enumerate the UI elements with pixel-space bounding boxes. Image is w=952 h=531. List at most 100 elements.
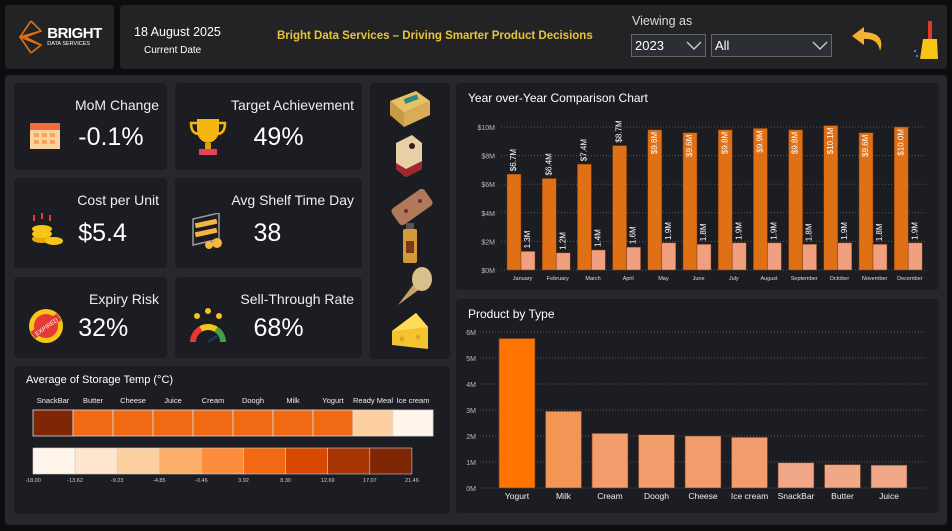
kpi-label: Avg Shelf Time Day: [231, 192, 354, 208]
page-title: Bright Data Services – Driving Smarter P…: [277, 30, 593, 42]
y-tick-label: 2M: [466, 434, 476, 441]
y-tick-label: $8M: [481, 154, 495, 161]
butter-box-icon: [390, 91, 430, 127]
x-tick-label: March: [585, 276, 600, 282]
snackbar-icon: [391, 188, 433, 226]
heatmap-cell[interactable]: [152, 409, 194, 437]
bar-cheese[interactable]: [684, 435, 722, 489]
bar-current[interactable]: [823, 125, 839, 271]
heatmap-cell[interactable]: [312, 409, 354, 437]
filter-select[interactable]: All: [711, 34, 832, 57]
kpi-card-cost-per-unit: Cost per Unit $5.4: [14, 178, 167, 268]
data-label: 1.9M: [840, 222, 849, 240]
product-by-type-panel: Product by Type 0M 1M 2M 3M 4M 5M 6M Yogurt Milk…: [456, 299, 939, 513]
bar-prior[interactable]: [767, 242, 782, 271]
broom-icon[interactable]: [910, 19, 940, 63]
bar-butter[interactable]: [824, 464, 861, 489]
shelf-icon: [192, 213, 222, 249]
y-tick-label: $4M: [481, 211, 495, 218]
bar-current[interactable]: [612, 145, 627, 271]
kpi-label: Expiry Risk: [88, 291, 159, 307]
heatmap-cell[interactable]: [192, 409, 234, 437]
x-tick-label: February: [547, 276, 569, 282]
bar-current[interactable]: [682, 132, 698, 271]
heatmap-legend-tick: 8.30: [280, 478, 291, 484]
data-label: $9.8M: [650, 132, 659, 155]
bar-current[interactable]: [858, 132, 874, 271]
bar-prior[interactable]: [520, 251, 536, 271]
undo-arrow-icon[interactable]: [850, 23, 890, 55]
bar-milk[interactable]: [545, 411, 582, 489]
data-label: 1.9M: [734, 222, 743, 240]
heatmap-column-label: Cheese: [120, 396, 146, 405]
bar-current[interactable]: [647, 129, 663, 271]
kpi-card-avg-shelf-time-day: Avg Shelf Time Day 38: [175, 178, 362, 268]
expired-stamp-icon: EXPIRED: [29, 308, 63, 343]
bar-snackbar[interactable]: [777, 462, 815, 489]
logo: BRIGHT DATA SERVICES: [5, 5, 114, 69]
data-label: $6.4M: [544, 153, 553, 176]
heatmap-legend-swatch: [159, 447, 202, 475]
bar-prior[interactable]: [802, 244, 817, 271]
year-select[interactable]: 2023: [631, 34, 706, 57]
x-tick-label: November: [862, 276, 888, 282]
heatmap-legend-tick: -4.85: [153, 478, 166, 484]
y-tick-label: 1M: [466, 460, 476, 467]
milk-carton-icon: [396, 135, 422, 177]
bar-current[interactable]: [577, 163, 592, 271]
heatmap-cell[interactable]: [232, 409, 274, 437]
bar-prior[interactable]: [731, 242, 747, 271]
bar-prior[interactable]: [661, 242, 677, 271]
heatmap-cell[interactable]: [32, 409, 74, 437]
yoy-chart-panel: Year over-Year Comparison Chart $0M $2M $4…: [456, 83, 939, 290]
heatmap-legend-tick: -0.46: [195, 478, 208, 484]
coins-icon: [32, 213, 63, 245]
data-label: 1.9M: [910, 222, 919, 240]
bar-current[interactable]: [753, 128, 768, 271]
data-label: $8.7M: [615, 120, 624, 143]
storage-temp-heatmap-panel: Average of Storage Temp (°C) SnackBar But…: [14, 366, 450, 514]
header-bar: 18 August 2025 Current Date Bright Data …: [120, 5, 947, 69]
bar-prior[interactable]: [872, 244, 888, 271]
heatmap-cell[interactable]: [112, 409, 154, 437]
data-label: $10.0M: [896, 129, 905, 156]
kpi-card-sell-through-rate: Sell-Through Rate 68%: [175, 277, 362, 358]
ice-cream-icon: [398, 267, 432, 305]
kpi-card-mom-change: MoM Change -0.1%: [14, 83, 167, 170]
kpi-card-target-achievement: Target Achievement 49%: [175, 83, 362, 170]
bar-prior[interactable]: [837, 242, 853, 271]
data-label: 1.4M: [594, 229, 603, 247]
x-tick-label: October: [830, 276, 850, 282]
heatmap-cell[interactable]: [272, 409, 314, 437]
bar-yogurt[interactable]: [498, 338, 536, 489]
heatmap-column-label: SnackBar: [37, 396, 70, 405]
bar-prior[interactable]: [555, 252, 571, 271]
yoy-chart-title: Year over-Year Comparison Chart: [468, 91, 648, 105]
heatmap-cell[interactable]: [72, 409, 114, 437]
bar-prior[interactable]: [591, 249, 606, 271]
bar-current[interactable]: [893, 126, 909, 271]
x-tick-label: May: [658, 276, 669, 282]
bar-juice[interactable]: [870, 464, 908, 489]
bar-current[interactable]: [506, 173, 522, 271]
heatmap-cell[interactable]: [392, 409, 434, 437]
bar-current[interactable]: [788, 129, 803, 271]
bar-current[interactable]: [541, 178, 557, 271]
bar-current[interactable]: [717, 129, 733, 271]
logo-mark-icon: [19, 20, 43, 54]
bar-prior[interactable]: [626, 246, 641, 271]
bar-prior[interactable]: [907, 242, 923, 271]
kpi-value: $5.4: [78, 219, 127, 247]
kpi-label: Cost per Unit: [77, 192, 159, 208]
kpi-label: Target Achievement: [231, 97, 354, 113]
bar-ice-cream[interactable]: [731, 437, 768, 489]
trophy-icon: [189, 118, 227, 155]
heatmap-column-label: Doogh: [242, 396, 264, 405]
bar-prior[interactable]: [696, 244, 712, 271]
bar-doogh[interactable]: [638, 434, 675, 489]
bar-cream[interactable]: [591, 433, 629, 489]
heatmap-cell[interactable]: [352, 409, 394, 437]
x-tick-label: September: [791, 276, 818, 282]
data-label: $9.6M: [685, 134, 694, 157]
x-tick-label: Milk: [556, 491, 572, 501]
